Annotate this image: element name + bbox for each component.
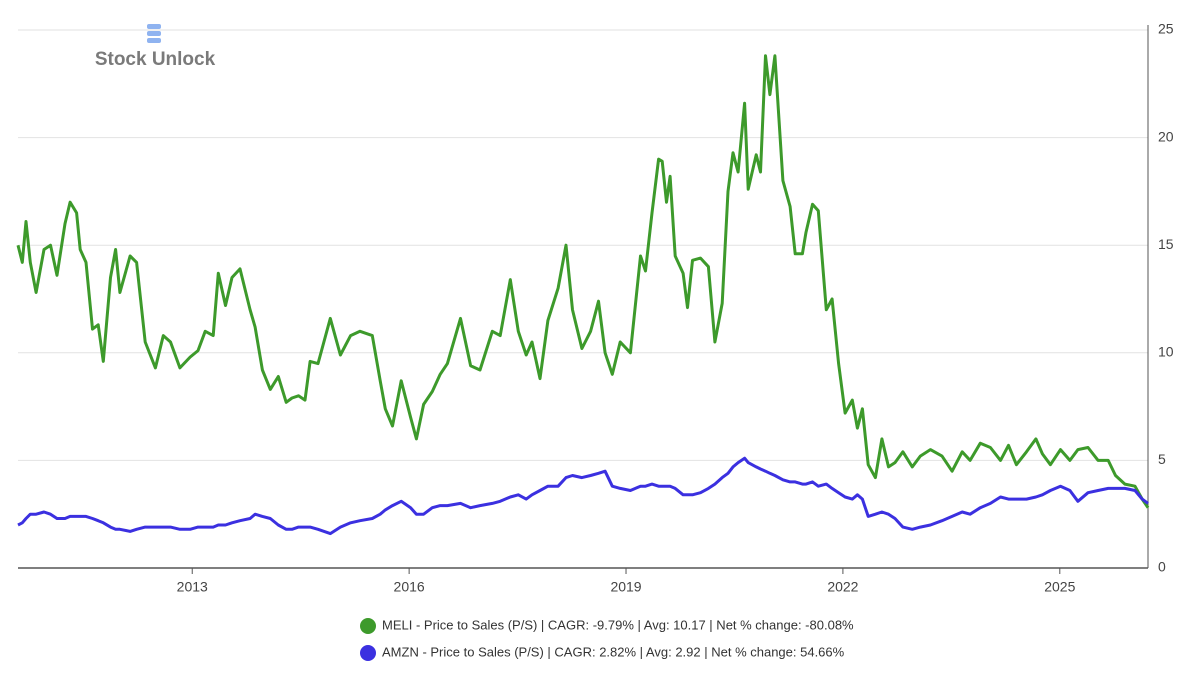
legend-marker (360, 618, 376, 634)
x-tick-label: 2022 (827, 579, 858, 595)
y-tick-label: 10 (1158, 344, 1174, 360)
legend-item: AMZN - Price to Sales (P/S) | CAGR: 2.82… (360, 644, 845, 661)
legend-marker (360, 645, 376, 661)
watermark: Stock Unlock (95, 24, 216, 70)
y-tick-label: 20 (1158, 128, 1174, 144)
watermark-icon (147, 31, 161, 36)
watermark-text: Stock Unlock (95, 49, 216, 70)
y-tick-label: 15 (1158, 236, 1174, 252)
legend-text: MELI - Price to Sales (P/S) | CAGR: -9.7… (382, 617, 854, 632)
x-tick-label: 2016 (394, 579, 425, 595)
legend-item: MELI - Price to Sales (P/S) | CAGR: -9.7… (360, 617, 854, 634)
x-tick-label: 2013 (177, 579, 208, 595)
legend-text: AMZN - Price to Sales (P/S) | CAGR: 2.82… (382, 644, 845, 659)
series-line (17, 456, 1149, 536)
watermark-icon (147, 24, 161, 29)
x-tick-label: 2019 (610, 579, 641, 595)
y-tick-label: 5 (1158, 451, 1166, 467)
watermark-icon (147, 38, 161, 43)
y-tick-label: 0 (1158, 559, 1166, 575)
y-tick-label: 25 (1158, 21, 1174, 37)
x-tick-label: 2025 (1044, 579, 1075, 595)
series-line (16, 54, 1150, 509)
